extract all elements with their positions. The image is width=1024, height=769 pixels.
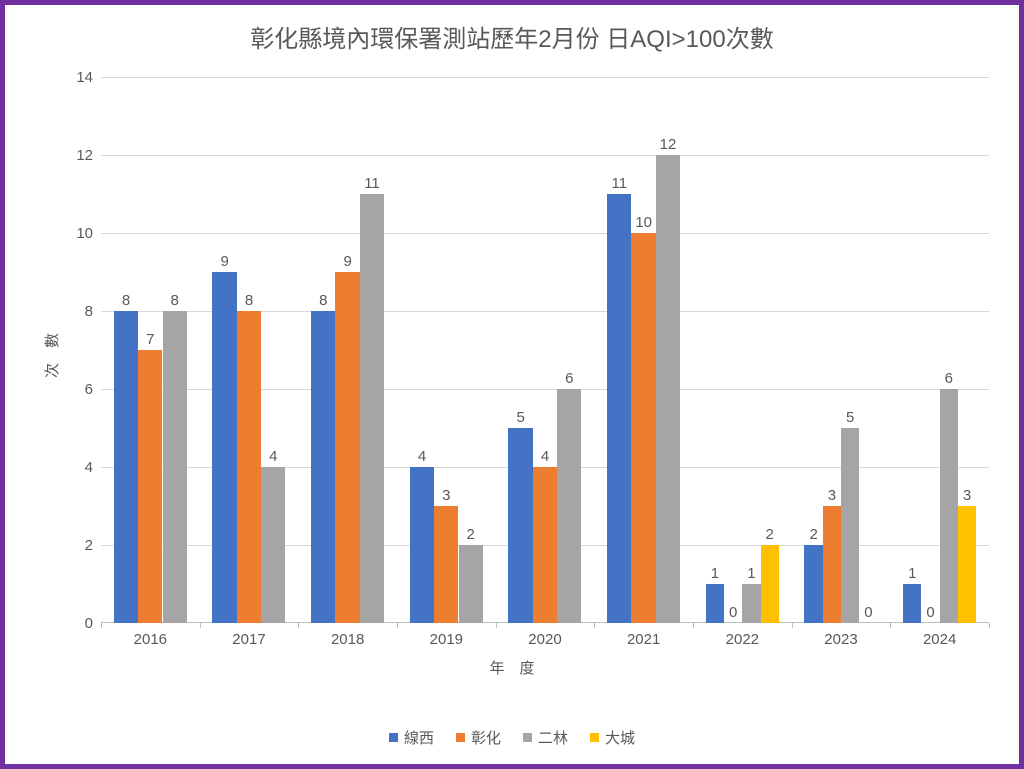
bar-value-label: 9 xyxy=(334,253,362,270)
bar-value-label: 8 xyxy=(235,292,263,309)
bar-value-label: 11 xyxy=(605,175,633,192)
x-tick xyxy=(397,623,398,628)
bar-value-label: 4 xyxy=(408,448,436,465)
bar xyxy=(841,428,859,623)
plot-area: 8789848911432546111012101223501063 xyxy=(101,77,989,623)
legend-label: 彰化 xyxy=(471,727,501,748)
y-tick-label: 10 xyxy=(61,225,93,242)
legend-swatch xyxy=(389,733,398,742)
x-tick xyxy=(693,623,694,628)
y-tick-label: 4 xyxy=(61,459,93,476)
y-tick-label: 0 xyxy=(61,615,93,632)
x-tick-label: 2022 xyxy=(693,631,792,648)
bar-value-label: 7 xyxy=(136,331,164,348)
legend-swatch xyxy=(456,733,465,742)
legend-item: 彰化 xyxy=(456,727,501,748)
x-tick-label: 2016 xyxy=(101,631,200,648)
y-tick-label: 2 xyxy=(61,537,93,554)
bar-value-label: 8 xyxy=(112,292,140,309)
bar-value-label: 3 xyxy=(432,487,460,504)
legend-item: 二林 xyxy=(523,727,568,748)
gridline xyxy=(101,77,989,78)
y-tick-label: 6 xyxy=(61,381,93,398)
bar xyxy=(607,194,631,623)
bar-value-label: 3 xyxy=(953,487,981,504)
bar xyxy=(656,155,680,623)
bar xyxy=(557,389,581,623)
chart-title: 彰化縣境內環保署測站歷年2月份 日AQI>100次數 xyxy=(5,19,1019,54)
x-axis-label: 年 度 xyxy=(5,657,1019,678)
bar-value-label: 6 xyxy=(555,370,583,387)
bar xyxy=(804,545,822,623)
x-tick-label: 2023 xyxy=(792,631,891,648)
bar xyxy=(823,506,841,623)
x-tick xyxy=(101,623,102,628)
x-tick-label: 2018 xyxy=(298,631,397,648)
bar xyxy=(940,389,958,623)
bar xyxy=(742,584,760,623)
x-tick-area xyxy=(101,623,989,628)
bar xyxy=(114,311,138,623)
bar-value-label: 10 xyxy=(630,214,658,231)
bar-value-label: 4 xyxy=(259,448,287,465)
gridline xyxy=(101,233,989,234)
bar xyxy=(631,233,655,623)
x-tick xyxy=(594,623,595,628)
bar xyxy=(434,506,458,623)
bar xyxy=(335,272,359,623)
bar xyxy=(761,545,779,623)
bar-value-label: 11 xyxy=(358,175,386,192)
bar-value-label: 12 xyxy=(654,136,682,153)
bar xyxy=(958,506,976,623)
bar xyxy=(533,467,557,623)
legend-label: 大城 xyxy=(605,727,635,748)
bar-value-label: 8 xyxy=(161,292,189,309)
y-tick-label: 8 xyxy=(61,303,93,320)
bar-value-label: 1 xyxy=(898,565,926,582)
gridline xyxy=(101,155,989,156)
bar xyxy=(311,311,335,623)
x-tick-label: 2017 xyxy=(200,631,299,648)
bar xyxy=(212,272,236,623)
bar xyxy=(237,311,261,623)
bar-value-label: 6 xyxy=(935,370,963,387)
x-tick xyxy=(496,623,497,628)
bar-value-label: 5 xyxy=(836,409,864,426)
bar xyxy=(508,428,532,623)
x-tick-label: 2020 xyxy=(496,631,595,648)
bar xyxy=(138,350,162,623)
x-tick xyxy=(989,623,990,628)
x-tick xyxy=(890,623,891,628)
bar xyxy=(360,194,384,623)
x-tick xyxy=(200,623,201,628)
bar xyxy=(410,467,434,623)
bar-value-label: 8 xyxy=(309,292,337,309)
bar xyxy=(261,467,285,623)
bar-value-label: 9 xyxy=(211,253,239,270)
bar-value-label: 4 xyxy=(531,448,559,465)
legend-swatch xyxy=(590,733,599,742)
legend-item: 大城 xyxy=(590,727,635,748)
bar-value-label: 5 xyxy=(507,409,535,426)
x-tick-label: 2024 xyxy=(890,631,989,648)
legend-label: 線西 xyxy=(404,727,434,748)
x-tick-label: 2021 xyxy=(594,631,693,648)
x-tick xyxy=(298,623,299,628)
bar-value-label: 2 xyxy=(457,526,485,543)
y-axis-label: 次 數 xyxy=(41,333,62,378)
y-tick-label: 14 xyxy=(61,69,93,86)
bar-value-label: 2 xyxy=(756,526,784,543)
bar xyxy=(163,311,187,623)
legend-swatch xyxy=(523,733,532,742)
bar-value-label: 0 xyxy=(854,604,882,621)
y-tick-label: 12 xyxy=(61,147,93,164)
legend: 線西 彰化 二林 大城 xyxy=(5,727,1019,748)
bar-value-label: 1 xyxy=(701,565,729,582)
bar xyxy=(459,545,483,623)
x-tick-label: 2019 xyxy=(397,631,496,648)
legend-label: 二林 xyxy=(538,727,568,748)
legend-item: 線西 xyxy=(389,727,434,748)
x-tick xyxy=(792,623,793,628)
chart-frame: 彰化縣境內環保署測站歷年2月份 日AQI>100次數 次 數 8 7 8 9 8 4 8 9 1… xyxy=(0,0,1024,769)
